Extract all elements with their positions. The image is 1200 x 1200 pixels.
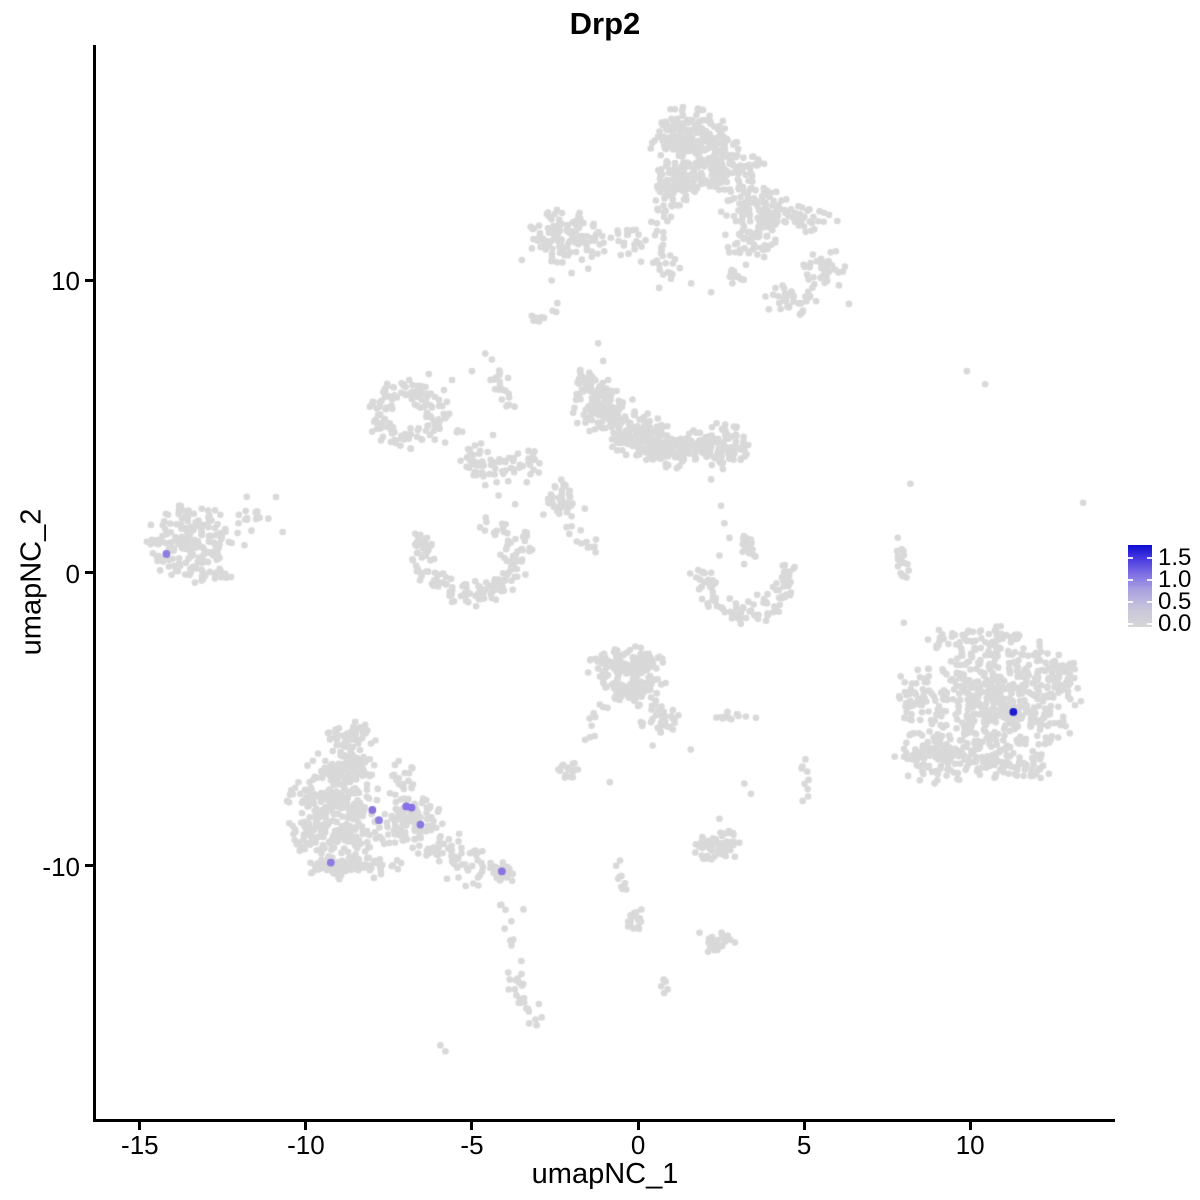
x-tick-label: -10 [287,1130,325,1160]
colorbar-labels: 1.5 1.0 0.5 0.0 [1158,544,1192,637]
x-tick-label: 5 [796,1130,812,1160]
legend-tick-mark [1147,557,1152,559]
legend-tick-mark [1128,557,1133,559]
y-tick-label: 10 [51,266,80,297]
legend-label: 0.5 [1158,588,1192,615]
x-tick-mark [138,1122,142,1130]
legend-label: 0.0 [1158,610,1192,637]
y-tick-label: 0 [65,558,80,589]
x-tick-mark [802,1122,806,1130]
x-tick-label: 10 [955,1130,985,1160]
y-tick-mark [85,571,93,575]
plot-title: Drp2 [569,6,641,41]
x-tick-label: 0 [630,1130,646,1160]
x-tick-mark [968,1122,972,1130]
x-tick-label: -5 [460,1130,484,1160]
y-tick-label: -10 [42,851,80,882]
x-axis-line [93,1119,1115,1122]
x-tick-mark [304,1122,308,1130]
y-axis-line [93,45,96,1122]
y-tick-mark [85,864,93,867]
legend-tick-mark [1147,601,1152,603]
legend-tick-mark [1128,579,1133,581]
legend-tick-mark [1128,601,1133,603]
legend-tick-mark [1147,579,1152,581]
legend-tick-mark [1128,623,1133,625]
legend-label: 1.5 [1158,544,1192,571]
x-tick-label: -15 [121,1130,159,1160]
y-axis-title: umapNC_2 [15,508,48,656]
legend-label: 1.0 [1158,566,1192,593]
x-axis-title: umapNC_1 [531,1158,679,1190]
y-tick-mark [85,278,93,282]
legend-tick-mark [1147,623,1152,625]
x-tick-mark [636,1122,640,1130]
x-tick-mark [470,1122,474,1130]
